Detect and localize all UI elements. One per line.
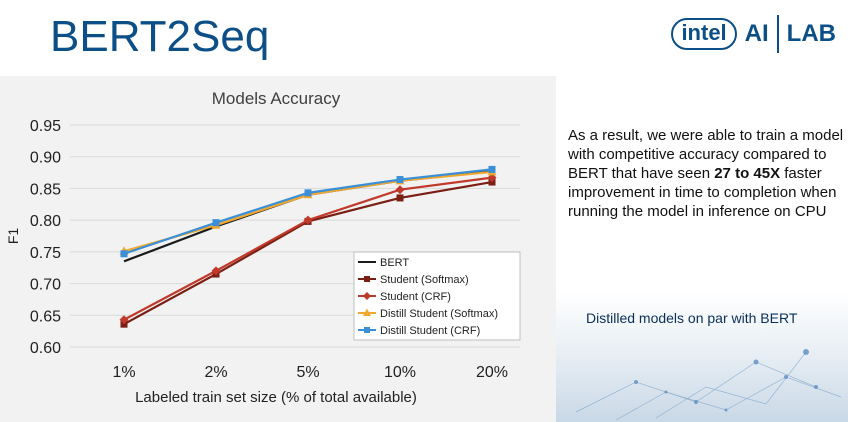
x-tick-label: 10%	[384, 364, 416, 381]
legend-entry-label: Student (Softmax)	[380, 274, 469, 286]
chart-title: Models Accuracy	[212, 89, 341, 108]
logo-ai-text: AI	[744, 20, 769, 47]
y-tick-label: 0.95	[30, 118, 61, 135]
series-point-1	[396, 194, 404, 202]
chart-panel: Models Accuracy 0.60 0.65 0.70 0.75 0.80 0.85 0…	[0, 76, 556, 422]
x-tick-label: 2%	[204, 364, 227, 381]
series-point-4	[212, 219, 220, 227]
legend-swatch-marker	[364, 327, 370, 333]
result-text-end: faster improvement in time to completion…	[568, 165, 837, 220]
x-tick-label: 5%	[296, 364, 319, 381]
x-axis-label: Labeled train set size (% of total avail…	[135, 389, 417, 406]
legend-swatch-marker	[364, 276, 370, 282]
y-tick-label: 0.60	[30, 340, 61, 357]
network-graphic	[575, 349, 842, 421]
x-tick-label: 1%	[112, 364, 135, 381]
series-point-4	[120, 250, 128, 258]
legend-swatch-marker	[363, 292, 371, 300]
series-point-2	[303, 215, 313, 225]
result-text-speedup: 27 to 45X	[714, 165, 781, 182]
bottom-decoration-area: Distilled models on par with BERT	[556, 292, 848, 422]
legend-entry-label: BERT	[380, 257, 409, 269]
result-description: As a result, we were able to train a mod…	[568, 126, 844, 221]
logo-intel-text: intel	[671, 18, 737, 50]
intel-ai-lab-logo: intel AI LAB	[671, 14, 836, 54]
y-tick-label: 0.85	[30, 181, 61, 198]
logo-lab-text: LAB	[786, 20, 836, 47]
series-point-2	[119, 315, 129, 325]
legend-box	[353, 251, 521, 341]
y-tick-label: 0.80	[30, 213, 61, 230]
result-text-start: As a result, we were able to train a mod…	[568, 127, 844, 182]
legend-entry-label: Student (CRF)	[380, 291, 451, 303]
y-tick-label: 0.65	[30, 308, 61, 325]
series-point-2	[395, 185, 405, 195]
y-tick-label: 0.75	[30, 245, 61, 262]
y-axis-label: F1	[5, 228, 21, 245]
series-point-4	[304, 189, 312, 197]
y-tick-label: 0.90	[30, 150, 61, 167]
slide-title: BERT2Seq	[50, 12, 270, 61]
legend-entry-label: Distill Student (Softmax)	[380, 308, 498, 320]
series-point-2	[211, 266, 221, 276]
series-point-4	[488, 165, 496, 173]
series-point-4	[396, 176, 404, 184]
y-tick-label: 0.70	[30, 277, 61, 294]
bottom-caption: Distilled models on par with BERT	[586, 310, 798, 326]
accuracy-line-chart: Models Accuracy 0.60 0.65 0.70 0.75 0.80 0.85 0…	[5, 89, 521, 406]
logo-divider	[776, 15, 779, 53]
legend-swatch-marker	[363, 308, 371, 316]
legend-entry-label: Distill Student (CRF)	[380, 325, 480, 337]
x-tick-label: 20%	[476, 364, 508, 381]
